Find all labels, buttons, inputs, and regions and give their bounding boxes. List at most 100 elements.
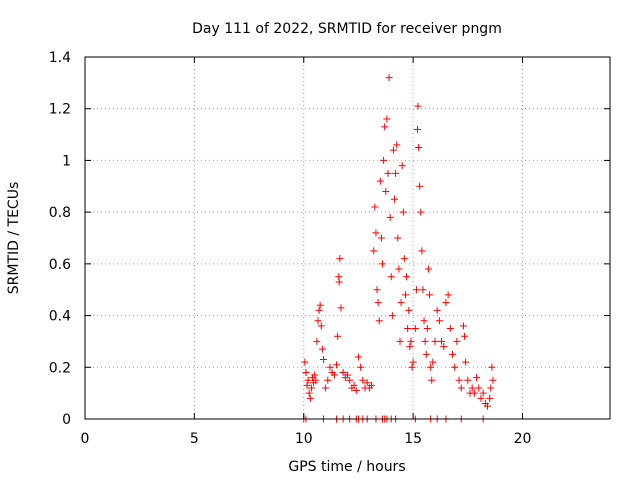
data-point — [383, 115, 391, 123]
data-point — [453, 337, 461, 345]
x-tick-label: 15 — [404, 431, 422, 447]
data-point — [371, 203, 379, 211]
data-point — [477, 394, 485, 402]
data-point — [357, 363, 365, 371]
data-point — [359, 376, 367, 384]
data-point — [334, 332, 342, 340]
data-point — [420, 317, 428, 325]
data-point — [393, 141, 401, 149]
data-point — [337, 304, 345, 312]
data-points — [300, 74, 497, 423]
data-point — [370, 247, 378, 255]
data-point — [336, 255, 344, 263]
data-point — [397, 299, 405, 307]
data-point — [315, 306, 323, 314]
data-point — [398, 162, 406, 170]
data-point — [389, 146, 397, 154]
data-point — [319, 356, 327, 364]
y-tick-label: 1 — [62, 153, 71, 169]
data-point — [303, 381, 311, 389]
data-point — [354, 353, 362, 361]
data-point — [380, 156, 388, 164]
data-point — [386, 213, 394, 221]
data-point — [475, 384, 483, 392]
tick-labels: 0 0.2 0.4 0.6 0.8 1 1.2 1.4 0 5 10 15 20 — [49, 50, 532, 447]
data-point — [368, 381, 376, 389]
data-point — [372, 229, 380, 237]
data-point — [405, 306, 413, 314]
data-point — [412, 286, 420, 294]
data-point — [428, 376, 436, 384]
data-point — [311, 371, 319, 379]
data-point — [403, 273, 411, 281]
data-point — [461, 332, 469, 340]
data-point — [489, 376, 497, 384]
data-point — [306, 394, 314, 402]
data-point — [438, 337, 446, 345]
data-point — [394, 234, 402, 242]
chart-title: Day 111 of 2022, SRMTID for receiver png… — [192, 21, 502, 37]
data-point — [423, 325, 431, 332]
y-tick-label: 0.2 — [49, 360, 71, 376]
data-point — [421, 337, 429, 345]
data-point — [400, 255, 408, 263]
data-point — [426, 291, 434, 299]
data-point — [374, 299, 382, 307]
data-point — [333, 361, 341, 369]
data-point — [339, 368, 347, 376]
y-tick-label: 1.2 — [49, 102, 71, 118]
data-point — [373, 286, 381, 294]
data-point — [396, 337, 404, 345]
data-point — [427, 363, 435, 371]
data-point — [382, 187, 390, 195]
y-tick-label: 0.6 — [49, 257, 71, 273]
data-point — [459, 322, 467, 330]
data-point — [419, 286, 427, 294]
x-tick-label: 0 — [81, 431, 90, 447]
data-point — [417, 208, 425, 216]
data-point — [344, 371, 351, 379]
data-point — [462, 358, 470, 366]
data-point — [388, 312, 396, 320]
axis-ticks — [84, 56, 610, 420]
data-point — [408, 363, 416, 371]
data-point — [473, 374, 481, 382]
data-point — [377, 234, 385, 242]
grid-lines — [85, 57, 610, 419]
data-point — [399, 208, 407, 216]
data-point — [330, 371, 338, 379]
data-point — [375, 317, 383, 325]
data-point — [409, 358, 417, 366]
data-point — [322, 384, 330, 392]
y-tick-label: 1.4 — [49, 50, 71, 66]
data-point — [446, 325, 454, 332]
data-point — [414, 125, 421, 133]
x-axis-label: GPS time / hours — [288, 459, 405, 475]
data-point — [444, 291, 452, 299]
data-point — [313, 337, 321, 345]
data-point — [406, 343, 414, 351]
data-point — [318, 345, 326, 353]
data-point — [411, 325, 419, 332]
data-point — [301, 358, 309, 366]
data-point — [391, 195, 399, 203]
data-point — [414, 102, 422, 110]
data-point — [302, 368, 310, 376]
data-point — [415, 144, 423, 151]
data-point — [384, 169, 392, 177]
plot-frame — [84, 56, 611, 420]
data-point — [317, 322, 325, 330]
x-tick-label: 5 — [190, 431, 199, 447]
data-point — [381, 123, 389, 131]
data-point — [429, 358, 437, 366]
data-point — [435, 317, 443, 325]
data-point — [385, 74, 393, 82]
data-point — [479, 389, 487, 397]
y-axis-label: SRMTID / TECUs — [6, 182, 22, 295]
y-tick-label: 0.8 — [49, 205, 71, 221]
data-point — [401, 291, 409, 299]
data-point — [346, 376, 354, 384]
y-tick-label: 0.4 — [49, 309, 71, 325]
data-point — [379, 260, 386, 268]
data-point — [352, 387, 360, 395]
